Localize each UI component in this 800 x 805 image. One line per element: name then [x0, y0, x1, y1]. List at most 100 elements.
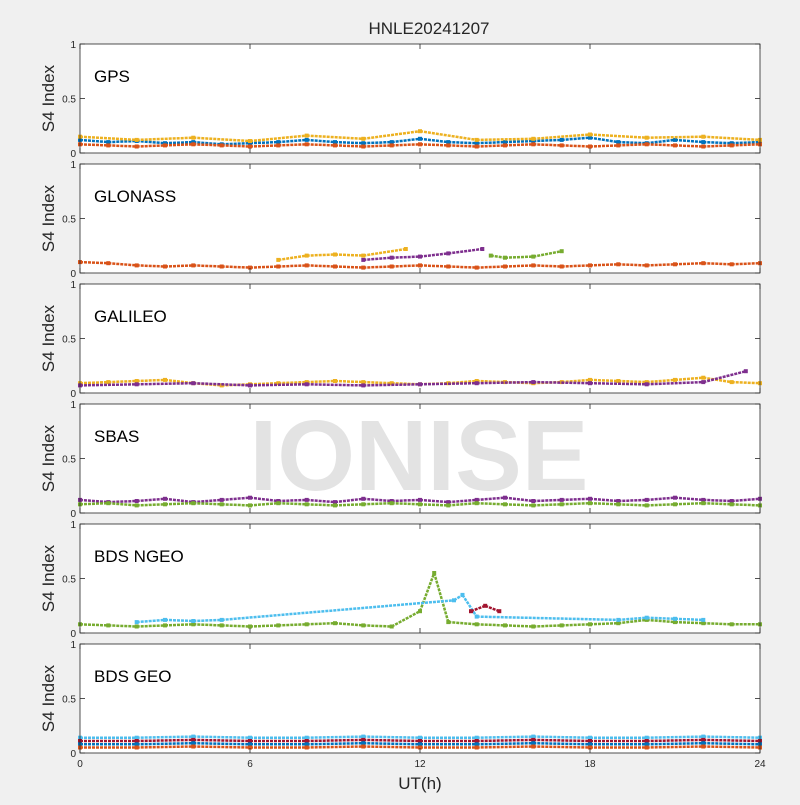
series-segment	[306, 264, 336, 268]
series-segment	[278, 143, 307, 147]
plot-area	[80, 44, 760, 153]
series-segment	[79, 143, 109, 147]
series-segment	[490, 254, 506, 259]
series-segment	[193, 745, 251, 749]
series-segment	[476, 380, 534, 385]
data-point	[497, 609, 502, 614]
panel-galileo: 0 0.5 1 GALILEO S4 Index	[39, 280, 762, 400]
series-segment	[618, 618, 647, 625]
series-segment	[363, 383, 421, 387]
series-segment	[533, 143, 562, 147]
panel-bds-geo: 0 0.5 1 BDS GEO S4 Index	[39, 640, 762, 760]
series-segment	[731, 503, 761, 507]
series-segment	[618, 498, 647, 503]
series-segment	[136, 144, 166, 148]
panel-glonass: 0 0.5 1 GLONASS S4 Index	[39, 160, 762, 280]
series-segment	[164, 264, 194, 268]
series-segment	[618, 616, 647, 622]
y-tick-label: 1	[70, 520, 76, 531]
series-segment	[476, 745, 534, 749]
series-segment	[306, 253, 336, 257]
series-segment	[193, 735, 251, 739]
series-segment	[79, 501, 109, 506]
x-tick-label: 0	[77, 759, 83, 770]
series-segment	[391, 498, 421, 503]
series-segment	[674, 620, 704, 625]
series-segment	[334, 253, 364, 257]
series-segment	[164, 501, 194, 506]
series-segment	[306, 735, 364, 739]
series-segment	[432, 572, 450, 623]
series-segment	[221, 144, 251, 148]
series-segment	[504, 496, 534, 503]
plot-area	[80, 284, 760, 393]
series-segment	[334, 497, 364, 504]
series-segment	[278, 498, 307, 503]
series-segment	[731, 143, 761, 147]
series-segment	[533, 741, 591, 746]
series-segment	[363, 738, 421, 743]
panel-label: SBAS	[94, 427, 139, 446]
series-segment	[646, 138, 676, 145]
series-segment	[589, 133, 647, 139]
series-segment	[363, 265, 392, 269]
series-segment	[306, 134, 364, 141]
series-segment	[533, 735, 591, 739]
series-segment	[504, 143, 534, 147]
series-segment	[561, 623, 591, 627]
series-segment	[306, 138, 336, 144]
series-segment	[79, 260, 109, 265]
plot-area	[80, 524, 760, 633]
series-segment	[589, 621, 619, 626]
series-segment	[703, 376, 732, 384]
series-segment	[618, 379, 647, 384]
series-segment	[136, 381, 194, 386]
series-segment	[193, 618, 222, 623]
series-segment	[164, 378, 194, 385]
series-segment	[674, 138, 704, 144]
series-segment	[419, 498, 449, 504]
series-segment	[221, 265, 251, 269]
series-segment	[674, 376, 704, 382]
series-segment	[703, 498, 732, 503]
data-point	[559, 249, 564, 254]
y-axis-label: S4 Index	[39, 424, 58, 492]
series-segment	[703, 738, 761, 743]
data-point	[743, 369, 748, 374]
panel-label: BDS GEO	[94, 667, 171, 686]
series-segment	[193, 738, 251, 743]
y-tick-label: 0	[70, 629, 76, 640]
series-segment	[278, 254, 307, 262]
series-segment	[136, 378, 166, 383]
series-segment	[470, 604, 486, 613]
y-tick-label: 1	[70, 400, 76, 411]
series-segment	[618, 263, 647, 267]
series-segment	[703, 735, 761, 739]
series-segment	[646, 735, 704, 739]
series-segment	[363, 741, 421, 746]
plot-area	[80, 404, 760, 513]
series-segment	[589, 381, 647, 386]
y-axis-label: S4 Index	[39, 544, 58, 612]
series-segment	[391, 255, 421, 259]
series-segment	[533, 503, 562, 507]
series-segment	[703, 501, 732, 506]
series-segment	[193, 136, 251, 143]
series-segment	[419, 143, 449, 147]
series-segment	[278, 380, 307, 385]
series-segment	[476, 137, 534, 142]
series-segment	[221, 503, 251, 507]
x-axis-label: UT(h)	[398, 774, 441, 793]
series-segment	[533, 138, 562, 143]
series-segment	[448, 140, 477, 145]
series-segment	[674, 261, 704, 266]
series-segment	[79, 135, 137, 142]
y-tick-label: 0	[70, 749, 76, 760]
series-segment	[646, 618, 676, 624]
series-segment	[448, 501, 477, 507]
series-segment	[136, 136, 194, 142]
series-segment	[391, 610, 421, 628]
series-segment	[646, 738, 704, 743]
series-segment	[561, 144, 591, 148]
